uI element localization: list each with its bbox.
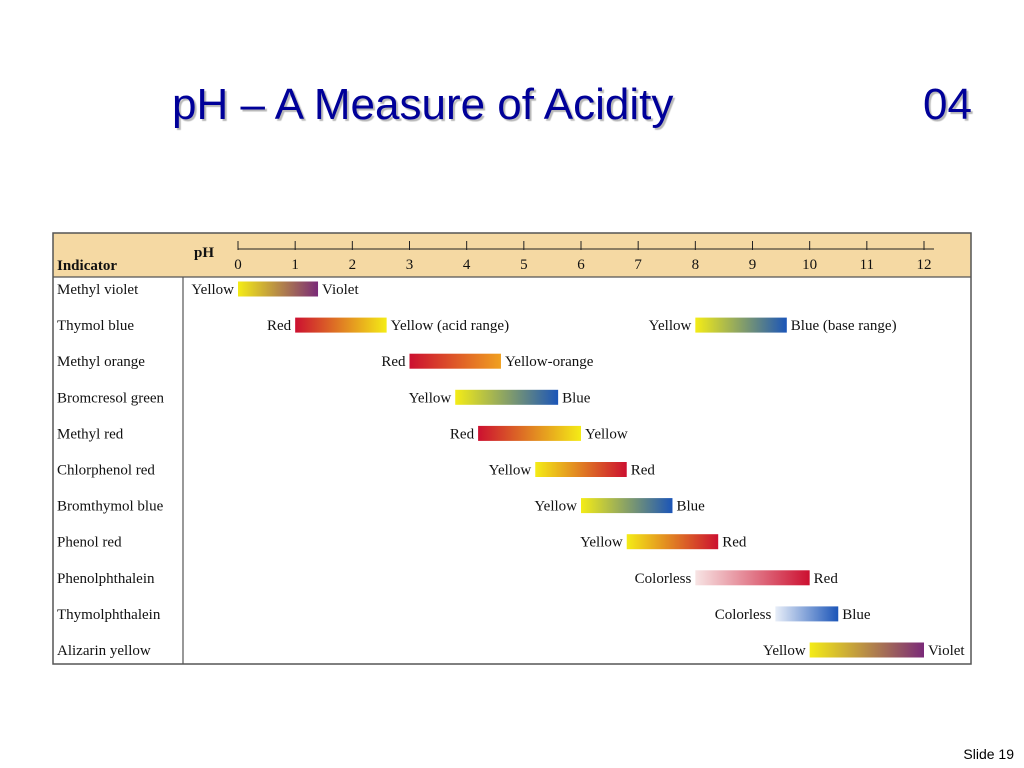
high-color-label-bromthymol-blue-0: Blue xyxy=(676,499,705,515)
ph-tick-label-7: 7 xyxy=(634,257,642,273)
indicator-name-methyl-red: Methyl red xyxy=(57,426,124,442)
transition-bar-chlorphenol-red-0 xyxy=(535,462,627,477)
high-color-label-chlorphenol-red-0: Red xyxy=(631,463,656,479)
table-frame xyxy=(52,232,972,665)
ph-tick-label-1: 1 xyxy=(291,257,299,273)
transition-bar-bromcresol-green-0 xyxy=(455,389,559,405)
ph-tick-label-6: 6 xyxy=(577,257,585,273)
transition-bar-methyl-red-0 xyxy=(478,425,581,441)
ph-tick-label-5: 5 xyxy=(520,257,528,273)
high-color-label-thymol-blue-0: Yellow (acid range) xyxy=(391,318,509,334)
high-color-label-methyl-orange-0: Yellow-orange xyxy=(505,354,594,370)
high-color-label-thymol-blue-1: Blue (base range) xyxy=(791,318,897,334)
low-color-label-alizarin-yellow-0: Yellow xyxy=(763,643,806,659)
high-color-label-phenol-red-0: Red xyxy=(722,535,747,551)
indicator-name-methyl-orange: Methyl orange xyxy=(57,354,145,370)
low-color-label-bromcresol-green-0: Yellow xyxy=(409,390,452,406)
high-color-label-thymolphthalein-0: Blue xyxy=(842,607,871,623)
ph-tick-label-3: 3 xyxy=(406,257,414,273)
ph-tick-label-9: 9 xyxy=(749,257,757,273)
ph-axis-label: pH xyxy=(194,245,214,261)
transition-bar-methyl-orange-0 xyxy=(409,353,501,369)
low-color-label-methyl-orange-0: Red xyxy=(381,354,406,370)
transition-bar-bromthymol-blue-0 xyxy=(581,498,673,514)
transition-bar-methyl-violet-0 xyxy=(238,281,319,297)
indicator-name-alizarin-yellow: Alizarin yellow xyxy=(57,643,151,659)
indicator-name-thymol-blue: Thymol blue xyxy=(57,318,134,334)
transition-bar-phenol-red-0 xyxy=(626,534,719,550)
indicator-name-methyl-violet: Methyl violet xyxy=(57,282,139,298)
ph-tick-label-11: 11 xyxy=(860,257,874,273)
low-color-label-chlorphenol-red-0: Yellow xyxy=(489,463,532,479)
low-color-label-thymolphthalein-0: Colorless xyxy=(715,607,772,623)
transition-bar-thymol-blue-0 xyxy=(295,317,387,333)
transition-bar-thymol-blue-1 xyxy=(695,317,787,333)
ph-tick-label-10: 10 xyxy=(802,257,817,273)
transition-bar-alizarin-yellow-0 xyxy=(809,642,924,658)
low-color-label-thymol-blue-0: Red xyxy=(267,318,292,334)
low-color-label-phenol-red-0: Yellow xyxy=(580,535,623,551)
high-color-label-methyl-violet-0: Violet xyxy=(322,282,359,298)
low-color-label-methyl-violet-0: Yellow xyxy=(191,282,234,298)
table-header-band xyxy=(53,233,971,277)
ph-tick-label-8: 8 xyxy=(692,257,700,273)
indicator-name-thymolphthalein: Thymolphthalein xyxy=(57,607,161,623)
low-color-label-bromthymol-blue-0: Yellow xyxy=(534,499,577,515)
slide-footer: Slide 19 xyxy=(963,746,1014,762)
ph-tick-label-4: 4 xyxy=(463,257,471,273)
ph-tick-label-12: 12 xyxy=(917,257,932,273)
high-color-label-methyl-red-0: Yellow xyxy=(585,426,628,442)
high-color-label-bromcresol-green-0: Blue xyxy=(562,390,591,406)
transition-bar-thymolphthalein-0 xyxy=(775,606,839,622)
transition-bar-phenolphthalein-0 xyxy=(695,570,810,586)
indicator-name-bromcresol-green: Bromcresol green xyxy=(57,390,165,406)
ph-tick-label-2: 2 xyxy=(349,257,357,273)
high-color-label-phenolphthalein-0: Red xyxy=(814,571,839,587)
indicator-name-chlorphenol-red: Chlorphenol red xyxy=(57,463,155,479)
high-color-label-alizarin-yellow-0: Violet xyxy=(928,643,965,659)
low-color-label-methyl-red-0: Red xyxy=(450,426,475,442)
indicator-name-bromthymol-blue: Bromthymol blue xyxy=(57,499,164,515)
ph-tick-label-0: 0 xyxy=(234,257,242,273)
low-color-label-phenolphthalein-0: Colorless xyxy=(635,571,692,587)
indicator-column-header: Indicator xyxy=(57,258,117,274)
indicator-name-phenol-red: Phenol red xyxy=(57,535,122,551)
slide-number: 04 xyxy=(923,80,972,129)
low-color-label-thymol-blue-1: Yellow xyxy=(649,318,692,334)
indicator-name-phenolphthalein: Phenolphthalein xyxy=(57,571,155,587)
slide-title: pH – A Measure of Acidity xyxy=(172,80,674,129)
